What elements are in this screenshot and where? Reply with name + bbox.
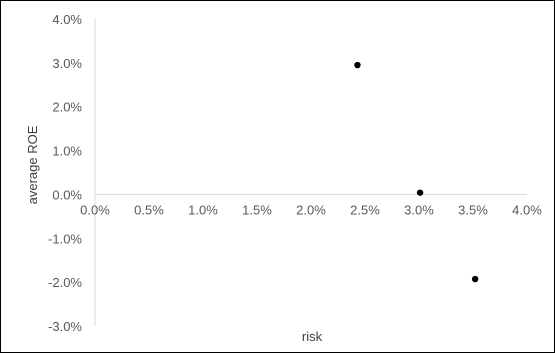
x-tick-labels: 0.0% 0.5% 1.0% 1.5% 2.0% 2.5% 3.0% 3.5% 4.0%	[80, 202, 542, 217]
data-points	[354, 61, 479, 283]
x-tick-label: 0.0%	[80, 202, 110, 217]
x-tick-label: 3.5%	[458, 202, 488, 217]
x-tick-label: 0.5%	[134, 202, 164, 217]
data-point	[471, 275, 479, 283]
y-tick-label: -3.0%	[48, 319, 82, 334]
data-point	[354, 61, 361, 69]
x-tick-label: 4.0%	[512, 202, 542, 217]
y-tick-label: 4.0%	[52, 12, 82, 27]
x-tick-label: 1.5%	[242, 202, 272, 217]
y-axis-title: average ROE	[25, 125, 40, 204]
y-tick-label: 2.0%	[52, 100, 82, 115]
x-axis-title: risk	[302, 329, 323, 344]
data-point	[416, 189, 424, 196]
x-tick-label: 3.0%	[404, 202, 434, 217]
y-tick-label: 1.0%	[52, 144, 82, 159]
y-tick-label: 0.0%	[52, 187, 82, 202]
y-tick-label: -2.0%	[48, 275, 82, 290]
y-tick-label: -1.0%	[48, 231, 82, 246]
x-tick-label: 1.0%	[188, 202, 218, 217]
y-tick-labels: 4.0% 3.0% 2.0% 1.0% 0.0% -1.0% -2.0% -3.0%	[48, 12, 82, 334]
x-tick-label: 2.5%	[350, 202, 380, 217]
x-tick-label: 2.0%	[296, 202, 326, 217]
y-tick-label: 3.0%	[52, 56, 82, 71]
